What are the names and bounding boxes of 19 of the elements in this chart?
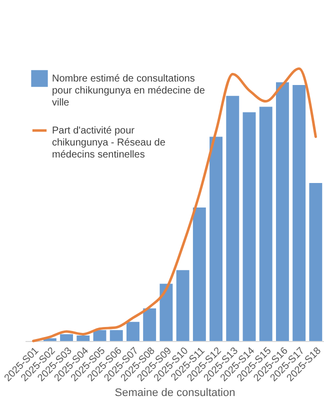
- bar: [226, 96, 240, 341]
- bar: [210, 136, 223, 341]
- bar: [192, 208, 206, 341]
- bar: [309, 183, 322, 341]
- legend-label: Nombre estimé de consultations pour chikungunya en médecine de ville: [52, 74, 206, 108]
- bar: [126, 322, 140, 341]
- bar: [259, 106, 272, 341]
- bar: [143, 308, 156, 341]
- bar: [76, 336, 90, 341]
- bar: [292, 84, 306, 341]
- bar: [160, 284, 173, 341]
- bar: [60, 334, 74, 341]
- bar: [242, 112, 256, 341]
- bar: [110, 330, 123, 341]
- bar: [93, 330, 106, 341]
- bar: [276, 82, 289, 341]
- bar: [176, 270, 190, 341]
- x-axis-title: Semaine de consultation: [114, 387, 236, 400]
- legend-label: Part d'activité pour chikungunya - Réseau de médecins sentinelles: [52, 126, 166, 160]
